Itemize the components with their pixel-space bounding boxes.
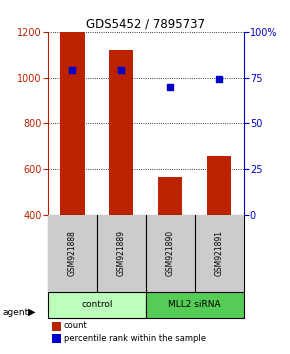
Text: count: count (64, 321, 87, 331)
Text: GSM921890: GSM921890 (166, 230, 175, 276)
Point (119, 67, 124, 73)
Text: ▶: ▶ (28, 307, 35, 317)
Text: percentile rank within the sample: percentile rank within the sample (64, 334, 206, 343)
Bar (48, 292, 146, 318)
Bar (60, 32, 85, 215)
Bar (195, 215, 244, 292)
Bar (97, 215, 146, 292)
Text: MLL2 siRNA: MLL2 siRNA (168, 300, 221, 309)
Bar (109, 50, 133, 215)
Bar (52, 334, 61, 343)
Point (217, 76, 222, 82)
Title: GDS5452 / 7895737: GDS5452 / 7895737 (86, 18, 205, 31)
Text: agent: agent (3, 308, 29, 317)
Bar (52, 322, 61, 331)
Text: control: control (81, 300, 113, 309)
Bar (207, 156, 231, 215)
Point (70, 67, 75, 73)
Point (168, 84, 173, 90)
Bar (146, 292, 244, 318)
Bar (48, 215, 97, 292)
Text: GSM921888: GSM921888 (68, 230, 77, 276)
Text: GSM921891: GSM921891 (215, 230, 224, 276)
Bar (146, 215, 195, 292)
Text: GSM921889: GSM921889 (117, 230, 126, 276)
Bar (158, 177, 182, 215)
